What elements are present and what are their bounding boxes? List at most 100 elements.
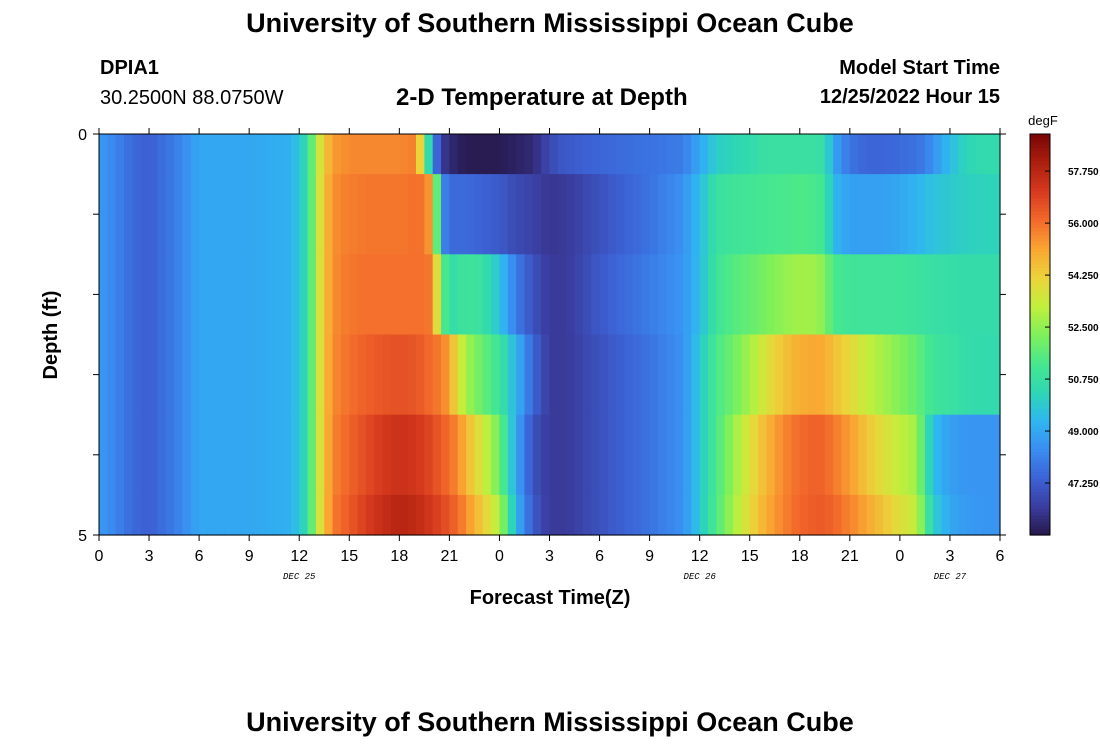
heatmap-cell xyxy=(257,254,267,336)
heatmap-cell xyxy=(916,494,926,536)
colorbar-segment xyxy=(1030,451,1050,456)
heatmap-cell xyxy=(474,334,484,416)
heatmap-cell xyxy=(282,134,292,175)
heatmap-cell xyxy=(390,134,400,175)
heatmap-cell xyxy=(733,134,742,175)
heatmap-cell xyxy=(182,254,192,336)
heatmap-cell xyxy=(699,254,709,336)
colorbar-segment xyxy=(1030,468,1050,473)
heatmap-cell xyxy=(674,494,684,536)
heatmap-cell xyxy=(566,494,576,536)
heatmap-cell xyxy=(466,494,476,536)
heatmap-cell xyxy=(974,134,984,175)
colorbar-segment xyxy=(1030,424,1050,429)
colorbar-segment xyxy=(1030,434,1050,439)
heatmap-cell xyxy=(849,134,859,175)
colorbar-segment xyxy=(1030,207,1050,212)
heatmap-cell xyxy=(407,414,417,496)
colorbar-segment xyxy=(1030,421,1050,426)
colorbar-segment xyxy=(1030,431,1050,436)
heatmap-cell xyxy=(182,134,192,175)
heatmap-cell xyxy=(941,254,951,336)
colorbar-segment xyxy=(1030,524,1050,529)
heatmap-cell xyxy=(249,494,259,536)
heatmap-cell xyxy=(399,254,409,336)
heatmap-cell xyxy=(708,134,717,175)
x-tick-label: 12 xyxy=(691,548,709,565)
heatmap-cell xyxy=(374,334,384,416)
heatmap-cell xyxy=(416,334,425,416)
heatmap-cell xyxy=(390,174,400,255)
heatmap-cell xyxy=(674,134,684,175)
heatmap-cell xyxy=(682,334,692,416)
colorbar-segment xyxy=(1030,384,1050,389)
heatmap-cell xyxy=(733,334,742,416)
colorbar-segment xyxy=(1030,294,1050,299)
colorbar-segment xyxy=(1030,200,1050,205)
heatmap-cell xyxy=(791,254,801,336)
heatmap-cell xyxy=(566,254,576,336)
heatmap-cell xyxy=(149,254,158,336)
heatmap-cell xyxy=(491,334,501,416)
heatmap-cell xyxy=(758,334,767,416)
heatmap-cell xyxy=(749,254,759,336)
heatmap-cell xyxy=(541,494,551,536)
colorbar-segment xyxy=(1030,227,1050,232)
heatmap-cell xyxy=(599,494,609,536)
heatmap-cell xyxy=(132,134,142,175)
heatmap-cell xyxy=(240,174,250,255)
heatmap-cell xyxy=(240,414,250,496)
heatmap-cell xyxy=(883,414,893,496)
heatmap-cell xyxy=(299,414,309,496)
heatmap-cell xyxy=(499,254,509,336)
colorbar-segment xyxy=(1030,264,1050,269)
heatmap-cell xyxy=(649,254,659,336)
heatmap-cell xyxy=(157,494,167,536)
colorbar-segment xyxy=(1030,230,1050,235)
heatmap-cell xyxy=(557,414,567,496)
colorbar-segment xyxy=(1030,354,1050,359)
heatmap-cell xyxy=(933,134,943,175)
heatmap-cell xyxy=(883,134,893,175)
heatmap-cell xyxy=(649,494,659,536)
heatmap-cell xyxy=(99,254,108,336)
heatmap-cell xyxy=(708,494,717,536)
heatmap-cell xyxy=(632,134,642,175)
heatmap-cell xyxy=(958,254,968,336)
colorbar-segment xyxy=(1030,401,1050,406)
colorbar-segment xyxy=(1030,184,1050,189)
heatmap-cell xyxy=(132,334,142,416)
heatmap-cell xyxy=(691,414,701,496)
heatmap-cell xyxy=(365,254,375,336)
heatmap-cell xyxy=(165,414,175,496)
heatmap-cell xyxy=(624,254,634,336)
heatmap-cell xyxy=(908,174,918,255)
heatmap-cell xyxy=(365,414,375,496)
heatmap-cell xyxy=(991,254,1001,336)
colorbar-segment xyxy=(1030,408,1050,412)
heatmap-cell xyxy=(324,494,334,536)
heatmap-cell xyxy=(866,174,876,255)
heatmap-cell xyxy=(657,134,667,175)
heatmap-cell xyxy=(674,174,684,255)
colorbar-segment xyxy=(1030,484,1050,489)
heatmap-cell xyxy=(983,334,993,416)
heatmap-cell xyxy=(916,134,926,175)
heatmap-cell xyxy=(357,494,367,536)
heatmap-cell xyxy=(699,494,709,536)
colorbar-segment xyxy=(1030,291,1050,295)
heatmap-cell xyxy=(624,494,634,536)
heatmap-cell xyxy=(257,494,267,536)
heatmap-cell xyxy=(632,414,642,496)
y-tick-label: 5 xyxy=(78,528,87,545)
heatmap-cell xyxy=(841,494,851,536)
heatmap-cell xyxy=(541,414,551,496)
colorbar-segment xyxy=(1030,428,1050,433)
heatmap-cell xyxy=(441,134,450,175)
heatmap-cell xyxy=(833,334,843,416)
heatmap-cell xyxy=(874,174,884,255)
heatmap-cell xyxy=(157,174,167,255)
heatmap-cell xyxy=(566,414,576,496)
heatmap-cell xyxy=(290,134,300,175)
heatmap-cell xyxy=(257,414,267,496)
